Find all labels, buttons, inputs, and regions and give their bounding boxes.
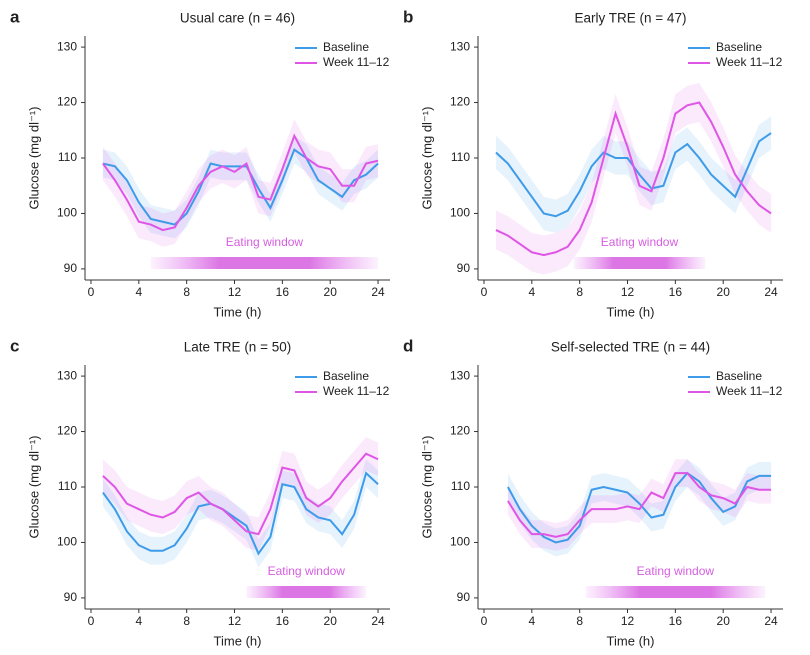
x-tick-label: 4 (135, 285, 142, 299)
series-line (507, 472, 772, 538)
x-tick-label: 12 (228, 614, 242, 628)
eating-window-bar (573, 257, 706, 269)
x-tick-label: 8 (576, 614, 583, 628)
legend-label: Baseline (323, 40, 369, 54)
x-tick-label: 0 (88, 614, 95, 628)
y-tick-label: 130 (57, 39, 77, 53)
x-tick-label: 24 (764, 285, 778, 299)
panel-letter: c (10, 336, 19, 355)
y-tick-label: 130 (450, 368, 470, 382)
x-tick-label: 16 (669, 285, 683, 299)
confidence-band (495, 83, 772, 275)
x-axis-label: Time (h) (214, 633, 262, 648)
x-tick-label: 8 (183, 285, 190, 299)
confidence-band (102, 437, 379, 551)
legend-label: Baseline (323, 369, 369, 383)
eating-window-label: Eating window (226, 235, 304, 249)
eating-window-label: Eating window (601, 235, 679, 249)
legend-label: Baseline (716, 369, 762, 383)
y-axis-label: Glucose (mg dl⁻¹) (419, 436, 434, 539)
x-tick-label: 20 (324, 614, 338, 628)
x-tick-label: 12 (621, 614, 635, 628)
y-tick-label: 110 (58, 150, 77, 164)
series-line (102, 471, 379, 556)
eating-window-label: Eating window (268, 564, 346, 578)
series-line (507, 471, 772, 544)
series-line (102, 452, 379, 536)
y-tick-label: 120 (450, 95, 470, 109)
legend-label: Week 11–12 (716, 384, 783, 398)
y-tick-label: 120 (450, 424, 470, 438)
y-tick-label: 100 (450, 206, 470, 220)
y-axis-label: Glucose (mg dl⁻¹) (26, 107, 41, 210)
legend-label: Baseline (716, 40, 762, 54)
x-tick-label: 12 (621, 285, 635, 299)
x-axis-label: Time (h) (607, 304, 655, 319)
x-tick-label: 12 (228, 285, 242, 299)
panel-letter: a (10, 7, 20, 26)
x-tick-label: 8 (576, 285, 583, 299)
chart-title: Early TRE (n = 47) (575, 11, 687, 26)
legend-label: Week 11–12 (716, 55, 783, 69)
y-tick-label: 90 (64, 590, 78, 604)
x-tick-label: 0 (481, 614, 488, 628)
x-tick-label: 0 (88, 285, 95, 299)
y-tick-label: 100 (57, 206, 77, 220)
x-tick-label: 16 (276, 614, 290, 628)
x-tick-label: 4 (135, 614, 142, 628)
eating-window-bar (585, 586, 766, 598)
y-tick-label: 120 (57, 95, 77, 109)
x-tick-label: 4 (528, 614, 535, 628)
x-tick-label: 16 (276, 285, 290, 299)
y-tick-label: 100 (450, 535, 470, 549)
x-tick-label: 0 (481, 285, 488, 299)
y-tick-label: 90 (457, 590, 471, 604)
y-tick-label: 90 (457, 261, 471, 275)
y-tick-label: 90 (64, 261, 78, 275)
x-tick-label: 4 (528, 285, 535, 299)
x-tick-label: 16 (669, 614, 683, 628)
y-tick-label: 110 (58, 479, 77, 493)
series-line (102, 148, 379, 226)
y-tick-label: 110 (451, 150, 470, 164)
legend-label: Week 11–12 (323, 55, 390, 69)
x-tick-label: 20 (717, 614, 731, 628)
y-tick-label: 110 (451, 479, 470, 493)
x-axis-label: Time (h) (607, 633, 655, 648)
confidence-band (102, 119, 379, 247)
series-line (495, 101, 772, 257)
eating-window-bar (246, 586, 367, 598)
chart-title: Late TRE (n = 50) (184, 340, 291, 355)
x-tick-label: 24 (764, 614, 778, 628)
legend-label: Week 11–12 (323, 384, 390, 398)
y-tick-label: 130 (57, 368, 77, 382)
series-line (102, 133, 379, 232)
x-tick-label: 24 (371, 285, 385, 299)
x-axis-label: Time (h) (214, 304, 262, 319)
y-tick-label: 100 (57, 535, 77, 549)
confidence-band (102, 459, 379, 568)
panel-letter: b (403, 7, 413, 26)
panel-letter: d (403, 336, 413, 355)
eating-window-label: Eating window (637, 564, 715, 578)
y-axis-label: Glucose (mg dl⁻¹) (419, 107, 434, 210)
eating-window-bar (150, 257, 379, 269)
y-tick-label: 120 (57, 424, 77, 438)
x-tick-label: 8 (183, 614, 190, 628)
x-tick-label: 20 (717, 285, 731, 299)
y-axis-label: Glucose (mg dl⁻¹) (26, 436, 41, 539)
confidence-band (495, 116, 772, 233)
chart-title: Usual care (n = 46) (180, 11, 295, 26)
x-tick-label: 20 (324, 285, 338, 299)
y-tick-label: 130 (450, 39, 470, 53)
x-tick-label: 24 (371, 614, 385, 628)
chart-title: Self-selected TRE (n = 44) (551, 340, 710, 355)
